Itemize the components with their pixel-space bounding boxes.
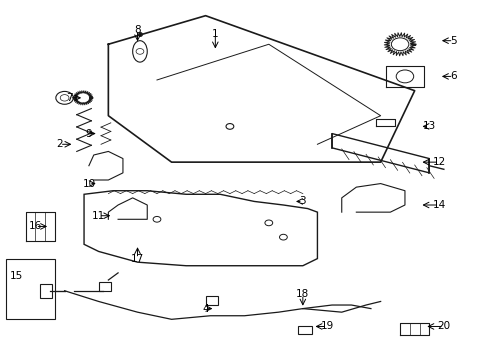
Text: 10: 10 — [82, 179, 95, 189]
Text: 5: 5 — [449, 36, 456, 46]
Text: 18: 18 — [296, 289, 309, 299]
Text: 12: 12 — [431, 157, 445, 167]
Text: 7: 7 — [66, 93, 73, 103]
Text: 17: 17 — [131, 253, 144, 264]
Text: 6: 6 — [449, 71, 456, 81]
Text: 3: 3 — [299, 197, 305, 206]
Text: 13: 13 — [422, 121, 435, 131]
Text: 20: 20 — [436, 321, 449, 332]
Text: 4: 4 — [202, 303, 208, 314]
Bar — [205, 296, 217, 305]
Text: 8: 8 — [134, 25, 141, 35]
Text: 14: 14 — [431, 200, 445, 210]
Text: 11: 11 — [92, 211, 105, 221]
Text: 1: 1 — [212, 28, 218, 39]
Bar — [297, 326, 311, 334]
Text: 9: 9 — [85, 129, 92, 139]
Text: 19: 19 — [320, 321, 333, 332]
Text: 15: 15 — [9, 271, 22, 282]
Bar — [6, 258, 55, 319]
Text: 16: 16 — [29, 221, 42, 231]
Bar — [40, 284, 52, 298]
Text: 2: 2 — [56, 139, 63, 149]
Bar — [99, 282, 111, 291]
